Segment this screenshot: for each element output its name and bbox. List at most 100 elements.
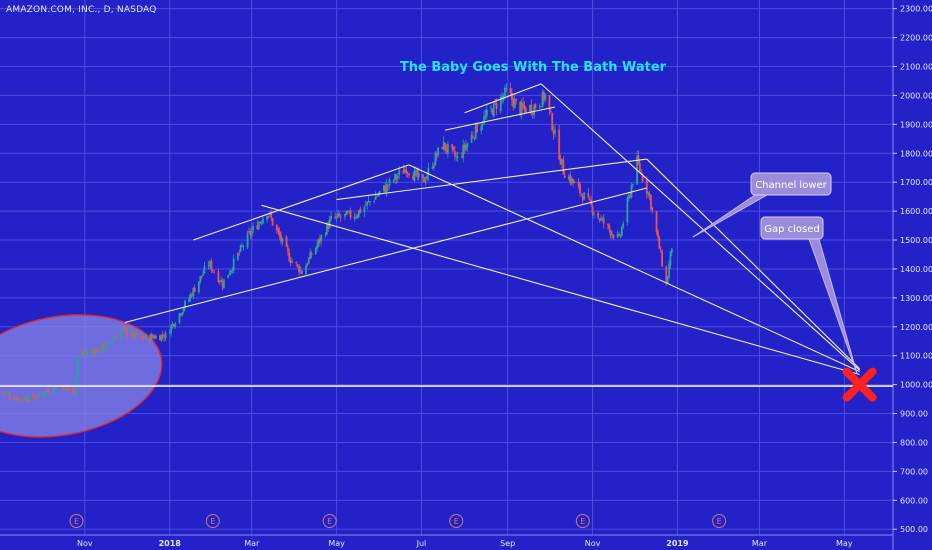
candle-body [388,179,391,186]
candle-body [529,105,531,112]
candle-body [569,175,572,184]
candle-body [618,233,620,235]
candle-body [416,169,419,177]
candle-body [462,144,465,158]
earnings-marker [322,514,337,528]
candle-body [111,340,114,342]
candle-body [83,353,86,355]
candle-body [659,250,662,252]
candle-body [465,145,467,151]
trend-lines [0,83,893,387]
x-tick-label: May [328,539,345,548]
target-x-marker [842,367,877,402]
fan-line-september [540,83,860,371]
candle-body [242,246,245,247]
candle-body [319,237,321,242]
candle-body [330,215,332,220]
candle-body [424,180,427,182]
candle-body [587,193,590,198]
candle-body [209,261,211,266]
candle-body [14,398,17,400]
x-tick-label: Nov [585,539,601,548]
candle-body [90,349,93,354]
candle-body [640,172,643,174]
candle-body [115,336,118,339]
candle-body [620,227,623,236]
candle-body [298,265,300,273]
candle-body [259,221,262,224]
channel-top-line [444,106,556,131]
candle-body [0,391,1,393]
candle-body [125,328,128,335]
y-tick-label: 2200.00 [900,34,932,43]
candle-body [626,198,629,223]
y-axis-tick-labels: 500.00 600.00 700.00 800.00 900.00 1000.00 110… [893,5,932,534]
candle-body [306,264,309,266]
earnings-marker [205,514,220,528]
candle-body [327,223,330,229]
candle-body [96,348,99,352]
candle-body [554,129,556,134]
candle-body [499,96,502,112]
candle-body [658,237,661,249]
y-tick-label: 1500.00 [900,236,932,245]
candle-body [121,327,124,331]
candle-body [559,158,562,165]
candle-body [377,194,380,196]
candle-body [193,287,196,292]
candle-body [106,341,109,343]
candle-body [651,207,654,211]
candle-body [76,355,79,375]
candle-body [178,313,181,323]
candle-body [598,218,601,221]
candle-body [552,131,555,135]
candle-body [650,194,652,210]
candle-body [492,102,495,117]
candle-body [369,201,371,203]
y-tick-label: 1600.00 [900,207,932,216]
candle-body [260,222,263,224]
candle-body [466,143,469,148]
candle-body [6,393,8,395]
candle-body [275,224,278,230]
y-tick-label: 1100.00 [900,352,932,361]
y-tick-label: 2000.00 [900,91,932,100]
candle-body [356,215,359,218]
candle-body [211,270,214,271]
candle-body [132,331,135,338]
candle-body [463,144,466,149]
candle-body [309,252,312,260]
candle-body [110,340,113,342]
earnings-marker-label: E [327,517,332,526]
candle-body [161,334,164,337]
channel-lower-line [125,187,647,323]
candle-body [670,248,673,253]
candle-body [374,196,377,200]
candle-body [572,178,574,183]
candle-body [402,170,405,174]
candle-body [239,245,242,252]
candle-body [221,281,224,287]
candle-body [316,244,319,249]
candle-body [271,218,274,226]
candle-body [81,353,83,356]
candle-body [93,350,96,354]
candle-body [396,176,399,178]
x-tick-label: 2019 [666,539,689,548]
candle-body [530,104,533,114]
candle-body [606,224,609,225]
candle-body [36,393,39,398]
y-tick-label: 500.00 [900,525,928,534]
candle-body [179,313,182,315]
fan-line-june [408,164,860,373]
candle-body [296,264,299,266]
candle-body [223,279,225,289]
candle-body [295,261,298,264]
candle-body [142,336,145,339]
y-tick-label: 800.00 [900,438,928,447]
candle-body [665,266,668,284]
candle-body [43,394,46,395]
candle-body [549,111,552,113]
